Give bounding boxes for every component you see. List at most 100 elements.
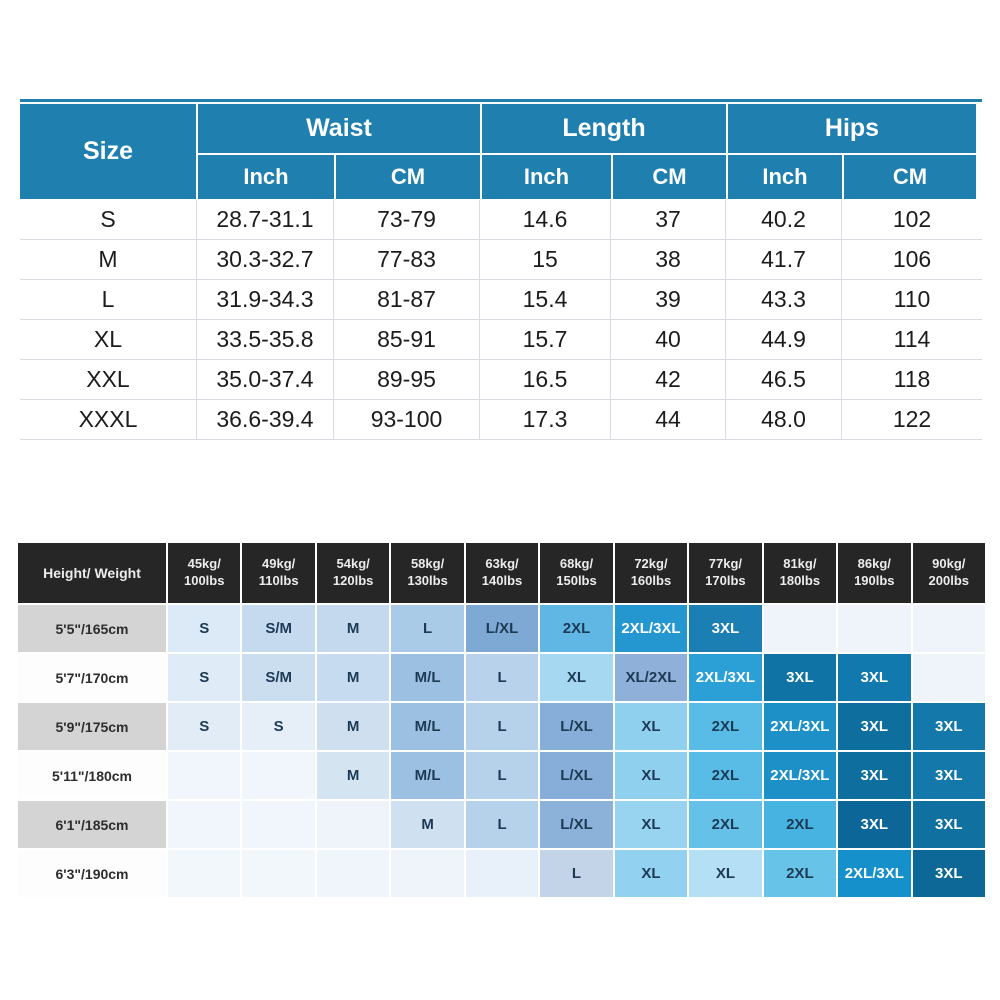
matrix-empty-cell [316,850,390,897]
matrix-size-cell: L [465,654,539,701]
weight-column-header: 58kg/130lbs [391,543,464,603]
size-value-cell: 122 [842,400,982,440]
size-value-cell: 46.5 [726,360,842,400]
size-chart-group-header: Waist [198,104,480,153]
matrix-size-cell: 3XL [912,850,985,897]
matrix-empty-cell [242,850,315,897]
size-value-cell: 31.9-34.3 [197,280,334,320]
size-chart-header: Size Waist Length Hips Inch CM Inch CM Inch CM [20,104,982,199]
size-label-cell: L [20,280,197,320]
matrix-size-cell: 3XL [912,703,985,750]
matrix-size-cell: 3XL [838,654,911,701]
matrix-size-cell: M [316,654,390,701]
matrix-size-cell: M [316,703,390,750]
matrix-size-cell: L [465,703,539,750]
size-value-cell: 44.9 [726,320,842,360]
matrix-size-cell: 2XL [689,801,762,848]
size-label-cell: XXXL [20,400,197,440]
size-value-cell: 36.6-39.4 [197,400,334,440]
size-value-cell: 15 [480,240,611,280]
matrix-empty-cell [391,850,464,897]
height-row-label: 5'5"/165cm [18,605,166,652]
matrix-size-cell: 2XL/3XL [689,654,762,701]
matrix-size-cell: XL [614,703,688,750]
size-value-cell: 43.3 [726,280,842,320]
matrix-size-cell: 3XL [912,752,985,799]
matrix-empty-cell [242,801,315,848]
height-row-label: 6'3"/190cm [18,850,166,897]
matrix-empty-cell [242,752,315,799]
weight-column-header: 54kg/120lbs [316,543,390,603]
matrix-size-cell: M/L [391,654,464,701]
size-chart-top-border [20,99,982,102]
size-chart-body: S 28.7-31.1 73-79 14.6 37 40.2 102 M 30.3-32.7 77… [20,200,982,440]
matrix-size-cell: 2XL/3XL [763,752,837,799]
matrix-size-cell: XL [614,850,688,897]
size-label-cell: XL [20,320,197,360]
size-chart-unit-header-inch: Inch [728,155,842,199]
size-value-cell: 48.0 [726,400,842,440]
fit-matrix-grid: Height/ Weight 45kg/100lbs 49kg/110lbs 54k… [18,543,985,897]
matrix-size-cell: 3XL [838,703,911,750]
matrix-size-cell: 3XL [689,605,762,652]
matrix-empty-cell [465,850,539,897]
size-value-cell: 16.5 [480,360,611,400]
matrix-empty-cell [168,752,241,799]
weight-column-header: 72kg/160lbs [614,543,688,603]
matrix-empty-cell [168,850,241,897]
size-value-cell: 37 [611,200,726,240]
matrix-size-cell: 2XL/3XL [838,850,911,897]
matrix-empty-cell [912,654,985,701]
size-value-cell: 15.4 [480,280,611,320]
matrix-size-cell: 2XL [763,850,837,897]
size-label-cell: S [20,200,197,240]
matrix-empty-cell [763,605,837,652]
size-value-cell: 41.7 [726,240,842,280]
matrix-size-cell: S [168,703,241,750]
size-value-cell: 73-79 [334,200,480,240]
size-value-cell: 118 [842,360,982,400]
size-value-cell: 14.6 [480,200,611,240]
matrix-size-cell: S/M [242,654,315,701]
weight-column-header: 45kg/100lbs [168,543,241,603]
matrix-size-cell: M [316,605,390,652]
size-value-cell: 89-95 [334,360,480,400]
matrix-size-cell: S [242,703,315,750]
height-row-label: 5'11"/180cm [18,752,166,799]
height-row-label: 6'1"/185cm [18,801,166,848]
size-value-cell: 30.3-32.7 [197,240,334,280]
matrix-size-cell: L [540,850,613,897]
matrix-size-cell: 3XL [838,752,911,799]
size-value-cell: 38 [611,240,726,280]
size-value-cell: 40 [611,320,726,360]
matrix-size-cell: XL/2XL [614,654,688,701]
weight-column-header: 49kg/110lbs [242,543,315,603]
size-chart-unit-header-cm: CM [336,155,480,199]
size-chart-unit-header-cm: CM [844,155,976,199]
matrix-size-cell: 2XL [763,801,837,848]
size-value-cell: 28.7-31.1 [197,200,334,240]
matrix-size-cell: XL [614,752,688,799]
size-value-cell: 85-91 [334,320,480,360]
matrix-size-cell: M/L [391,752,464,799]
weight-column-header: 68kg/150lbs [540,543,613,603]
matrix-size-cell: M/L [391,703,464,750]
size-value-cell: 42 [611,360,726,400]
size-chart-unit-header-inch: Inch [198,155,334,199]
matrix-size-cell: 3XL [838,801,911,848]
matrix-size-cell: L/XL [465,605,539,652]
size-value-cell: 106 [842,240,982,280]
matrix-size-cell: 3XL [912,801,985,848]
fit-matrix-corner-header: Height/ Weight [18,543,166,603]
weight-column-header: 63kg/140lbs [465,543,539,603]
weight-column-header: 81kg/180lbs [763,543,837,603]
matrix-size-cell: XL [540,654,613,701]
matrix-size-cell: XL [689,850,762,897]
matrix-size-cell: 2XL [689,752,762,799]
matrix-size-cell: L/XL [540,752,613,799]
matrix-empty-cell [168,801,241,848]
matrix-size-cell: S/M [242,605,315,652]
weight-column-header: 77kg/170lbs [689,543,762,603]
size-value-cell: 114 [842,320,982,360]
